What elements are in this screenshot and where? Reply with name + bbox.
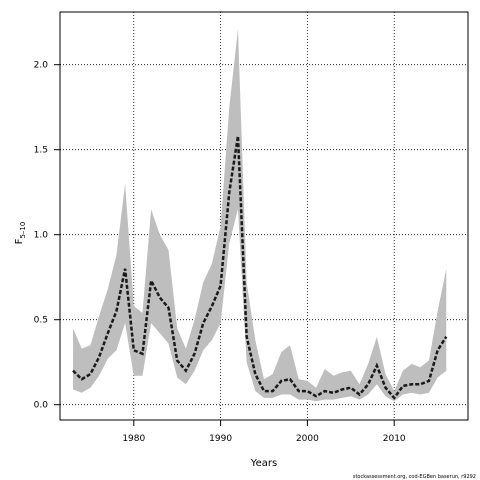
x-axis-label: Years [250, 458, 277, 469]
gridlines [60, 12, 468, 420]
y-axis-label-subscript: 5–10 [19, 222, 27, 239]
x-tick-label: 1990 [209, 434, 232, 444]
y-tick-label: 1.5 [34, 146, 48, 156]
y-axis-label: F5–10 [14, 222, 27, 245]
y-axis-ticks: 0.0 0.5 1.0 1.5 2.0 [34, 61, 60, 411]
x-tick-label: 2010 [383, 434, 406, 444]
plot-frame [59, 11, 469, 421]
x-tick-label: 1980 [122, 434, 145, 444]
y-tick-label: 0.5 [34, 316, 48, 326]
y-tick-label: 1.0 [34, 231, 49, 241]
y-tick-label: 0.0 [34, 401, 49, 411]
x-axis-ticks: 1980 1990 2000 2010 [122, 420, 406, 444]
x-tick-label: 2000 [296, 434, 319, 444]
y-tick-label: 2.0 [34, 61, 49, 71]
credit-text: stockassessment.org, cod-EGBen baserun, … [353, 474, 476, 480]
confidence-band [73, 29, 447, 402]
estimate-line [72, 135, 448, 400]
y-axis-label-main: F [14, 238, 25, 244]
